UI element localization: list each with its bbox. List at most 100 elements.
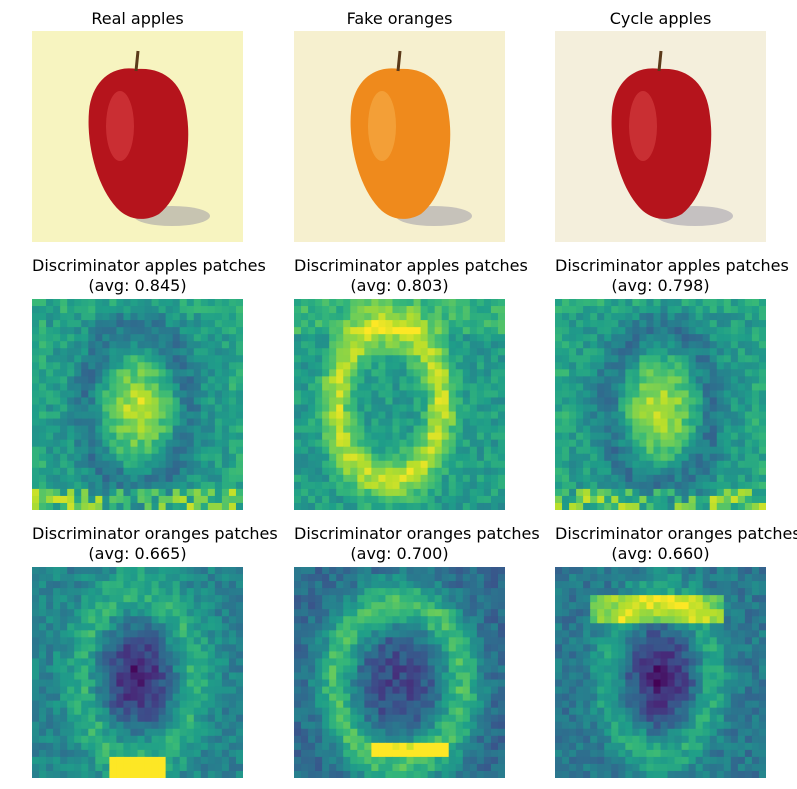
heatmap-cell	[476, 581, 485, 589]
heatmap-cell	[639, 595, 648, 603]
heatmap-cell	[448, 306, 457, 314]
heatmap-cell	[625, 320, 633, 328]
heatmap-cell	[744, 644, 753, 652]
heatmap-cell	[723, 637, 732, 645]
heatmap-grid	[555, 567, 766, 778]
heatmap-cell	[618, 383, 626, 392]
heatmap-cell	[315, 735, 323, 744]
heatmap-cell	[343, 383, 351, 392]
heatmap-cell	[137, 742, 146, 751]
heatmap-cell	[221, 348, 230, 356]
heatmap-cell	[315, 453, 323, 462]
heatmap-cell	[604, 355, 612, 363]
heatmap-cell	[322, 588, 330, 596]
heatmap-cell	[165, 581, 174, 589]
heatmap-cell	[172, 574, 181, 582]
heatmap-cell	[660, 474, 669, 483]
heatmap-cell	[413, 397, 422, 406]
heatmap-cell	[53, 651, 61, 660]
heatmap-cell	[207, 502, 216, 510]
heatmap-cell	[378, 320, 387, 328]
heatmap-cell	[235, 665, 243, 674]
heatmap-cell	[462, 763, 471, 772]
heatmap-cell	[469, 749, 478, 758]
heatmap-cell	[441, 714, 450, 723]
heatmap-cell	[716, 637, 725, 645]
heatmap-cell	[144, 481, 153, 490]
heatmap-cell	[221, 623, 230, 631]
heatmap-cell	[294, 581, 302, 589]
heatmap-cell	[221, 756, 230, 765]
heatmap-cell	[555, 616, 563, 624]
heatmap-cell	[385, 460, 394, 469]
heatmap-cell	[569, 658, 577, 667]
heatmap-cell	[228, 327, 237, 335]
heatmap-cell	[441, 495, 450, 504]
heatmap-cell	[702, 404, 711, 413]
heatmap-cell	[200, 432, 209, 441]
heatmap-cell	[294, 686, 302, 695]
heatmap-cell	[448, 313, 457, 321]
heatmap-cell	[583, 644, 591, 652]
heatmap-cell	[758, 439, 766, 448]
heatmap-cell	[490, 495, 499, 504]
heatmap-cell	[406, 481, 415, 490]
heatmap-cell	[562, 588, 570, 596]
heatmap-cell	[315, 369, 323, 377]
heatmap-cell	[158, 686, 167, 695]
heatmap-cell	[427, 651, 436, 660]
heatmap-cell	[392, 693, 401, 702]
heatmap-cell	[123, 672, 132, 681]
heatmap-cell	[476, 742, 485, 751]
heatmap-cell	[378, 658, 387, 667]
heatmap-cell	[744, 418, 753, 427]
heatmap-cell	[207, 728, 216, 737]
heatmap-cell	[448, 327, 457, 335]
heatmap-cell	[660, 665, 669, 674]
heatmap-cell	[385, 581, 394, 589]
heatmap-cell	[674, 495, 683, 504]
heatmap-cell	[308, 574, 316, 582]
heatmap-cell	[653, 502, 662, 510]
heatmap-cell	[420, 481, 429, 490]
heatmap-cell	[228, 418, 237, 427]
heatmap-cell	[716, 502, 725, 510]
heatmap-cell	[46, 672, 54, 681]
heatmap-cell	[674, 383, 683, 392]
heatmap-cell	[116, 404, 125, 413]
heatmap-cell	[646, 567, 655, 575]
heatmap-cell	[618, 488, 626, 497]
heatmap-cell	[81, 425, 89, 434]
heatmap-cell	[123, 609, 132, 617]
heatmap-cell	[716, 383, 725, 392]
heatmap-cell	[723, 616, 732, 624]
heatmap-cell	[576, 306, 584, 314]
panel-title-line1: Discriminator apples patches	[32, 256, 266, 275]
heatmap-cell	[228, 411, 237, 420]
heatmap-cell	[490, 320, 499, 328]
heatmap-cell	[646, 299, 655, 307]
heatmap-cell	[350, 574, 358, 582]
heatmap-cell	[81, 721, 89, 730]
heatmap-cell	[364, 721, 372, 730]
heatmap-cell	[308, 467, 316, 476]
heatmap-cell	[88, 495, 96, 504]
heatmap-cell	[39, 574, 47, 582]
heatmap-cell	[235, 376, 243, 384]
heatmap-cell	[392, 467, 401, 476]
heatmap-cell	[448, 404, 457, 413]
heatmap-cell	[53, 299, 61, 307]
heatmap-cell	[702, 355, 711, 363]
heatmap-cell	[751, 453, 760, 462]
heatmap-cell	[406, 341, 415, 349]
heatmap-cell	[716, 355, 725, 363]
heatmap-cell	[151, 369, 160, 377]
heatmap-cell	[235, 502, 243, 510]
heatmap-cell	[151, 721, 160, 730]
heatmap-cell	[294, 651, 302, 660]
heatmap-cell	[590, 495, 598, 504]
heatmap-cell	[308, 334, 316, 342]
heatmap-cell	[53, 474, 61, 483]
heatmap-cell	[576, 658, 584, 667]
heatmap-cell	[611, 623, 619, 631]
